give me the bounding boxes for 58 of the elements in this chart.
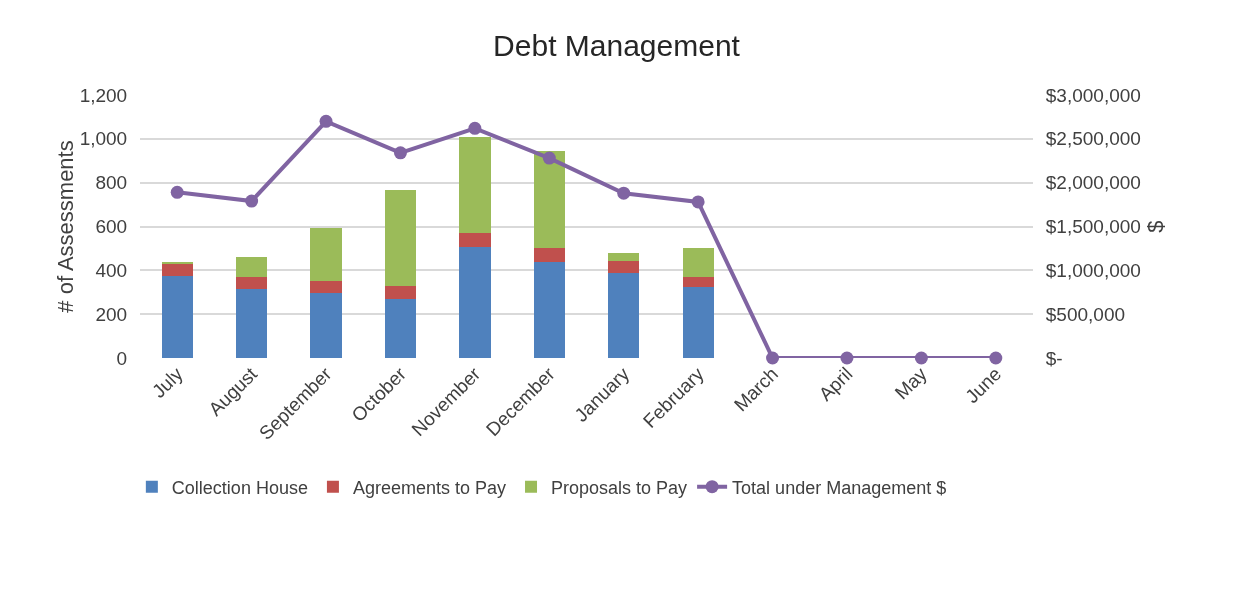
point bbox=[542, 151, 556, 165]
y2-tick-label: $1,000,000 bbox=[1045, 259, 1141, 281]
bar bbox=[608, 253, 640, 261]
legend-label: Agreements to Pay bbox=[352, 477, 507, 498]
point bbox=[170, 185, 184, 199]
bar bbox=[161, 263, 193, 276]
legend-label: Total under Management $ bbox=[732, 477, 947, 498]
x-tick-label: July bbox=[148, 362, 188, 402]
y-axis-title: # of Assessments bbox=[52, 140, 78, 313]
bar bbox=[608, 260, 640, 273]
bar bbox=[682, 276, 714, 288]
legend-label: Proposals to Pay bbox=[551, 477, 688, 498]
point bbox=[393, 146, 407, 160]
y2-tick-label: $3,000,000 bbox=[1045, 84, 1141, 106]
bar bbox=[310, 228, 342, 282]
y2-tick-label: $- bbox=[1045, 347, 1063, 369]
y-tick-label: 800 bbox=[95, 172, 128, 194]
y-tick-label: 1,200 bbox=[79, 84, 128, 106]
bar bbox=[236, 277, 268, 289]
bar bbox=[608, 272, 640, 358]
point bbox=[766, 351, 780, 365]
bar bbox=[459, 246, 491, 358]
y-tick-label: 0 bbox=[116, 347, 128, 369]
point bbox=[840, 351, 854, 365]
bar bbox=[384, 190, 417, 286]
y-tick-label: 1,000 bbox=[79, 128, 128, 150]
point bbox=[617, 186, 631, 200]
bar bbox=[682, 287, 714, 358]
y2-tick-label: $2,500,000 bbox=[1045, 128, 1141, 150]
bar bbox=[236, 256, 268, 278]
y-tick-label: 200 bbox=[95, 303, 128, 325]
bar bbox=[384, 299, 417, 358]
y-tick-label: 400 bbox=[95, 259, 128, 281]
bar bbox=[533, 261, 565, 358]
point bbox=[319, 114, 333, 128]
bar bbox=[682, 248, 714, 277]
point bbox=[914, 351, 928, 365]
bar bbox=[236, 288, 268, 358]
bar bbox=[310, 292, 342, 358]
y2-tick-label: $500,000 bbox=[1045, 303, 1126, 325]
bar bbox=[533, 151, 565, 249]
y2-axis-title: $ bbox=[1142, 220, 1168, 233]
y2-tick-label: $2,000,000 bbox=[1045, 172, 1141, 194]
bar bbox=[459, 137, 491, 233]
point bbox=[989, 351, 1003, 365]
y-tick-label: 600 bbox=[95, 216, 128, 238]
chart-title: Debt Management bbox=[493, 29, 741, 63]
bar bbox=[384, 285, 417, 300]
x-tick-label: May bbox=[890, 362, 932, 404]
bar bbox=[533, 248, 565, 262]
point bbox=[691, 195, 705, 209]
bar bbox=[459, 232, 491, 247]
point bbox=[245, 194, 259, 208]
y2-tick-label: $1,500,000 bbox=[1045, 216, 1141, 238]
legend-label: Collection House bbox=[171, 477, 308, 498]
bar bbox=[161, 275, 193, 358]
bar bbox=[310, 281, 342, 293]
point bbox=[468, 121, 482, 135]
